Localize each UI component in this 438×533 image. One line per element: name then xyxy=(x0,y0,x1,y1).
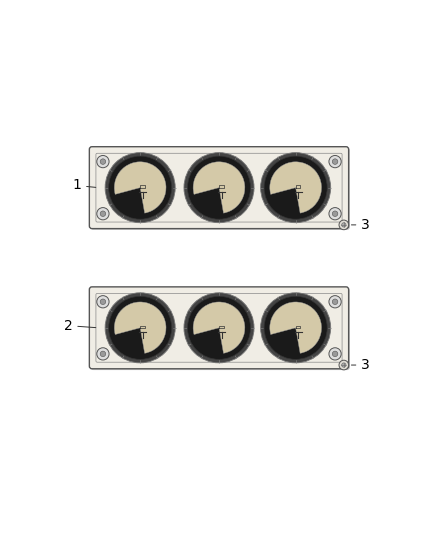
Text: 1: 1 xyxy=(72,179,96,192)
Circle shape xyxy=(329,156,341,168)
Circle shape xyxy=(105,152,175,223)
Circle shape xyxy=(332,159,338,164)
Wedge shape xyxy=(114,162,166,213)
Circle shape xyxy=(329,348,341,360)
Circle shape xyxy=(109,296,172,359)
Circle shape xyxy=(339,220,349,230)
Circle shape xyxy=(264,156,327,219)
Circle shape xyxy=(97,207,109,220)
Circle shape xyxy=(264,296,327,359)
Circle shape xyxy=(184,152,254,223)
Circle shape xyxy=(100,351,106,357)
Circle shape xyxy=(184,293,254,363)
Circle shape xyxy=(187,296,251,359)
Circle shape xyxy=(332,211,338,216)
Wedge shape xyxy=(193,162,245,213)
Circle shape xyxy=(187,156,251,219)
Circle shape xyxy=(100,299,106,304)
FancyBboxPatch shape xyxy=(89,147,349,229)
Circle shape xyxy=(342,363,346,367)
Circle shape xyxy=(97,348,109,360)
Wedge shape xyxy=(270,302,321,353)
Circle shape xyxy=(329,296,341,308)
Text: 3: 3 xyxy=(351,358,370,372)
Text: 2: 2 xyxy=(64,319,96,333)
Wedge shape xyxy=(193,302,245,353)
Circle shape xyxy=(339,360,349,370)
Circle shape xyxy=(329,207,341,220)
Wedge shape xyxy=(114,302,166,353)
Circle shape xyxy=(332,299,338,304)
Circle shape xyxy=(100,211,106,216)
Text: 3: 3 xyxy=(351,218,370,232)
Circle shape xyxy=(105,293,175,363)
FancyBboxPatch shape xyxy=(91,288,350,370)
Wedge shape xyxy=(270,162,321,213)
Circle shape xyxy=(261,293,331,363)
Circle shape xyxy=(109,156,172,219)
Circle shape xyxy=(261,152,331,223)
FancyBboxPatch shape xyxy=(91,148,350,230)
FancyBboxPatch shape xyxy=(89,287,349,369)
Circle shape xyxy=(97,296,109,308)
Circle shape xyxy=(342,223,346,227)
Circle shape xyxy=(332,351,338,357)
Circle shape xyxy=(100,159,106,164)
Circle shape xyxy=(97,156,109,168)
